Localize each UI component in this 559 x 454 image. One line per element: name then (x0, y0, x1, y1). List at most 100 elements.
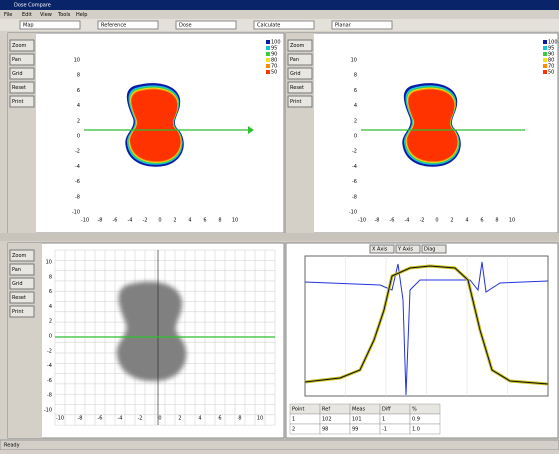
sidebar-label: Print (290, 99, 302, 105)
x-tick-label: -2 (143, 218, 148, 224)
x-tick-label: 0 (158, 218, 161, 224)
x-tick-label: -6 (390, 218, 395, 224)
sidebar-label: Grid (12, 71, 23, 77)
table-text: 1 (382, 417, 385, 423)
profile-button-label: X Axis (372, 247, 388, 253)
y-tick-label: 10 (46, 260, 52, 266)
profile-button-label: Y Axis (397, 247, 413, 253)
x-tick-label: 4 (188, 218, 191, 224)
menu-item[interactable]: Help (76, 12, 87, 18)
x-tick-label: 10 (232, 218, 238, 224)
x-tick-label: 0 (435, 218, 438, 224)
table-text: Point (292, 407, 304, 413)
table-text: Diff (382, 407, 391, 413)
x-tick-label: -4 (405, 218, 410, 224)
sidebar-label: Reset (290, 85, 304, 91)
table-text: 2 (292, 427, 295, 433)
y-tick-label: -8 (75, 194, 80, 200)
legend-swatch (266, 64, 270, 68)
x-tick-label: -4 (118, 416, 123, 422)
y-tick-label: -4 (75, 164, 80, 170)
y-tick-label: 6 (77, 88, 80, 94)
x-tick-label: -6 (113, 218, 118, 224)
y-tick-label: -6 (75, 179, 80, 185)
x-tick-label: 6 (480, 218, 483, 224)
menu-item[interactable]: Edit (22, 12, 32, 18)
legend-swatch (543, 64, 547, 68)
panel-divider (0, 233, 559, 241)
y-tick-label: 6 (49, 289, 52, 295)
x-tick-label: 2 (173, 218, 176, 224)
x-tick-label: 8 (218, 218, 221, 224)
x-tick-label: 8 (495, 218, 498, 224)
status-text: Ready (4, 443, 20, 449)
sidebar-label: Zoom (12, 43, 27, 49)
toolbar-label: Calculate (257, 23, 280, 29)
y-tick-label: 8 (77, 73, 80, 79)
sidebar-label: Reset (12, 295, 26, 301)
legend-label: 50 (271, 70, 277, 76)
y-tick-label: -6 (352, 179, 357, 185)
x-tick-label: 10 (509, 218, 515, 224)
y-tick-label: 8 (354, 73, 357, 79)
y-tick-label: -10 (349, 210, 357, 216)
y-tick-label: -4 (47, 363, 52, 369)
sidebar-label: Zoom (290, 43, 305, 49)
toolbar-label: Planar (335, 23, 352, 29)
menu-item[interactable]: Tools (57, 12, 71, 18)
x-tick-label: 2 (450, 218, 453, 224)
y-tick-label: 0 (77, 134, 80, 140)
table-text: 1 (292, 417, 295, 423)
y-tick-label: 8 (49, 274, 52, 280)
legend-swatch (543, 52, 547, 56)
y-tick-label: -10 (44, 408, 52, 414)
toolbar-label: Map (23, 23, 34, 29)
legend-swatch (266, 40, 270, 44)
table-text: Ref (322, 407, 330, 413)
x-tick-label: 6 (218, 416, 221, 422)
x-tick-label: 4 (465, 218, 468, 224)
x-tick-label: -6 (98, 416, 103, 422)
title-bar (0, 0, 559, 10)
legend-swatch (266, 46, 270, 50)
legend-swatch (543, 70, 547, 74)
x-tick-label: -2 (138, 416, 143, 422)
sidebar-label: Pan (12, 267, 21, 273)
y-tick-label: -2 (47, 348, 52, 354)
window-title: Dose Compare (14, 3, 51, 9)
toolbar-label: Reference (101, 23, 126, 29)
y-tick-label: 0 (49, 334, 52, 340)
y-tick-label: 10 (74, 58, 80, 64)
app-window: Dose Compare Ready File Edit View Tools Help… (0, 0, 559, 450)
legend-swatch (266, 58, 270, 62)
legend-swatch (543, 58, 547, 62)
x-tick-label: 4 (198, 416, 201, 422)
legend-swatch (266, 70, 270, 74)
x-tick-label: 8 (238, 416, 241, 422)
status-bar (0, 440, 559, 450)
menu-item[interactable]: View (40, 12, 52, 18)
table-text: 0.9 (412, 417, 420, 423)
table-text: % (412, 407, 417, 413)
y-tick-label: -4 (352, 164, 357, 170)
menu-item[interactable]: File (4, 12, 12, 18)
y-tick-label: 6 (354, 88, 357, 94)
x-tick-label: 0 (158, 416, 161, 422)
y-tick-label: 10 (351, 58, 357, 64)
profile-button-label: Diag (424, 247, 435, 253)
y-tick-label: -10 (72, 210, 80, 216)
y-tick-label: 2 (77, 118, 80, 124)
x-tick-label: -2 (420, 218, 425, 224)
sidebar-label: Reset (12, 85, 26, 91)
y-tick-label: 0 (354, 134, 357, 140)
table-text: 101 (352, 417, 362, 423)
y-tick-label: 2 (354, 118, 357, 124)
x-tick-label: -8 (78, 416, 83, 422)
x-tick-label: -10 (56, 416, 64, 422)
gamma-map (117, 282, 187, 381)
sidebar-label: Grid (290, 71, 301, 77)
table-text: Meas (352, 407, 365, 413)
toolbar-label: Dose (179, 23, 192, 29)
y-tick-label: 4 (77, 103, 80, 109)
legend-label: 50 (548, 70, 554, 76)
